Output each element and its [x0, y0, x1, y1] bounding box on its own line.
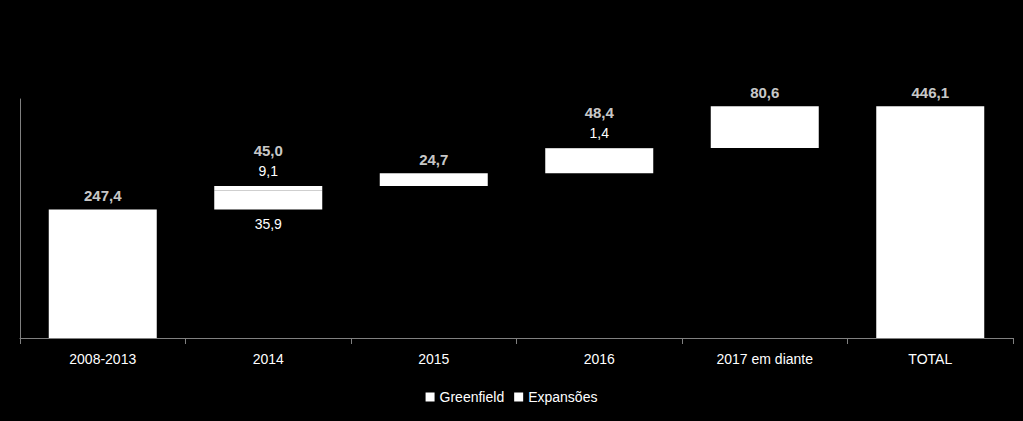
svg-text:24,7: 24,7 [419, 151, 448, 168]
svg-text:2017 em diante: 2017 em diante [716, 351, 813, 367]
svg-text:2014: 2014 [253, 351, 284, 367]
svg-text:48,4: 48,4 [585, 104, 615, 121]
svg-text:TOTAL: TOTAL [908, 351, 952, 367]
svg-text:35,9: 35,9 [255, 216, 282, 232]
svg-text:45,0: 45,0 [254, 142, 283, 159]
svg-text:2008-2013: 2008-2013 [69, 351, 136, 367]
svg-text:Greenfield: Greenfield [440, 389, 505, 405]
svg-text:80,6: 80,6 [750, 84, 779, 101]
svg-text:446,1: 446,1 [911, 84, 949, 101]
svg-text:9,1: 9,1 [259, 163, 279, 179]
svg-text:1,4: 1,4 [590, 125, 610, 141]
svg-text:Expansões: Expansões [528, 389, 597, 405]
svg-text:2016: 2016 [584, 351, 615, 367]
svg-text:247,4: 247,4 [84, 187, 122, 204]
svg-text:2015: 2015 [418, 351, 449, 367]
